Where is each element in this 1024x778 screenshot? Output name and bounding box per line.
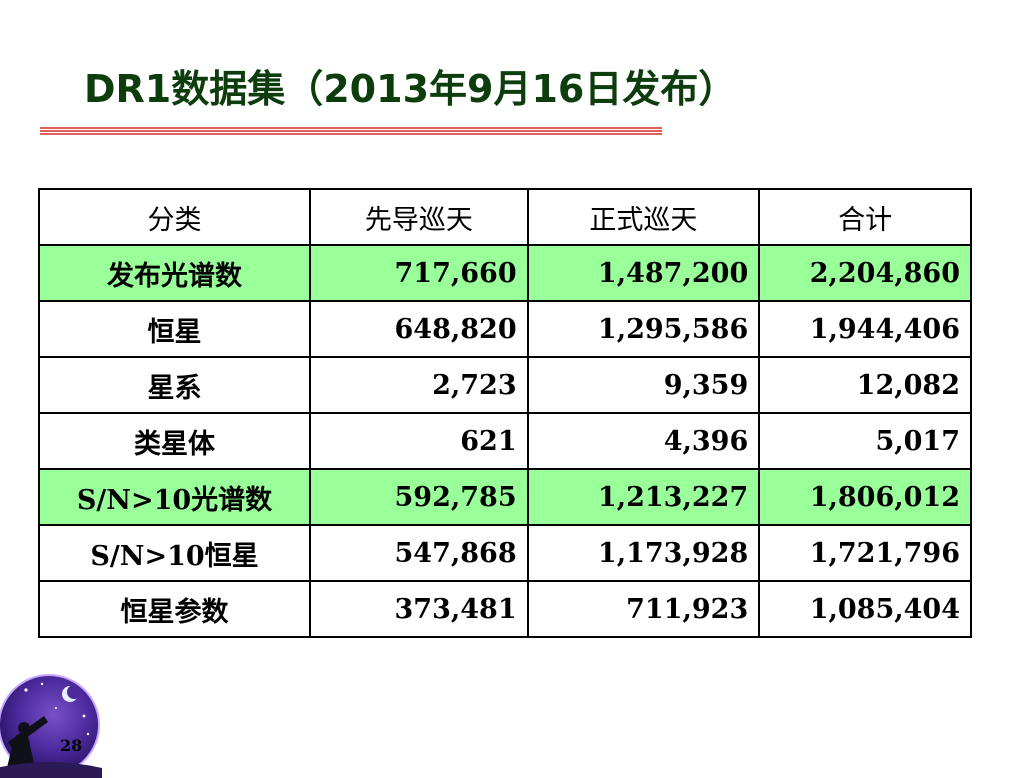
cell-regular: 1,295,586 xyxy=(526,300,761,358)
cell-total: 2,204,860 xyxy=(758,244,972,302)
cell-pilot: 2,723 xyxy=(309,356,529,414)
header-total: 合计 xyxy=(758,188,972,246)
row-label: 恒星参数 xyxy=(37,580,312,638)
table-row: S/N>10恒星 547,868 1,173,928 1,721,796 xyxy=(37,524,972,582)
dr1-data-table: 分类 先导巡天 正式巡天 合计 发布光谱数 717,660 1,487,200 … xyxy=(37,188,972,638)
table-row: 发布光谱数 717,660 1,487,200 2,204,860 xyxy=(37,244,972,302)
table-row: 恒星参数 373,481 711,923 1,085,404 xyxy=(37,580,972,638)
row-label: 星系 xyxy=(37,356,312,414)
cell-pilot: 547,868 xyxy=(309,524,529,582)
cell-pilot: 648,820 xyxy=(309,300,529,358)
header-pilot-survey: 先导巡天 xyxy=(309,188,529,246)
cell-regular: 711,923 xyxy=(526,580,761,638)
cell-pilot: 373,481 xyxy=(309,580,529,638)
row-label: S/N>10光谱数 xyxy=(37,468,312,526)
cell-regular: 4,396 xyxy=(526,412,761,470)
cell-total: 1,085,404 xyxy=(758,580,972,638)
table-row: 类星体 621 4,396 5,017 xyxy=(37,412,972,470)
row-label: 类星体 xyxy=(37,412,312,470)
cell-total: 12,082 xyxy=(758,356,972,414)
cell-regular: 1,213,227 xyxy=(526,468,761,526)
table-row: S/N>10光谱数 592,785 1,213,227 1,806,012 xyxy=(37,468,972,526)
cell-total: 1,806,012 xyxy=(758,468,972,526)
stargazer-telescope-icon xyxy=(0,674,102,778)
row-label: 恒星 xyxy=(37,300,312,358)
table-row: 星系 2,723 9,359 12,082 xyxy=(37,356,972,414)
cell-pilot: 621 xyxy=(309,412,529,470)
cell-total: 5,017 xyxy=(758,412,972,470)
cell-total: 1,944,406 xyxy=(758,300,972,358)
slide-title: DR1数据集（2013年9月16日发布） xyxy=(84,67,737,111)
cell-regular: 1,173,928 xyxy=(526,524,761,582)
cell-regular: 9,359 xyxy=(526,356,761,414)
cell-total: 1,721,796 xyxy=(758,524,972,582)
header-category: 分类 xyxy=(37,188,312,246)
row-label: 发布光谱数 xyxy=(37,244,312,302)
cell-regular: 1,487,200 xyxy=(526,244,761,302)
title-underline xyxy=(40,127,662,136)
page-number: 28 xyxy=(60,736,83,755)
header-regular-survey: 正式巡天 xyxy=(526,188,761,246)
table-row: 恒星 648,820 1,295,586 1,944,406 xyxy=(37,300,972,358)
row-label: S/N>10恒星 xyxy=(37,524,312,582)
cell-pilot: 592,785 xyxy=(309,468,529,526)
table-header-row: 分类 先导巡天 正式巡天 合计 xyxy=(37,188,972,246)
cell-pilot: 717,660 xyxy=(309,244,529,302)
